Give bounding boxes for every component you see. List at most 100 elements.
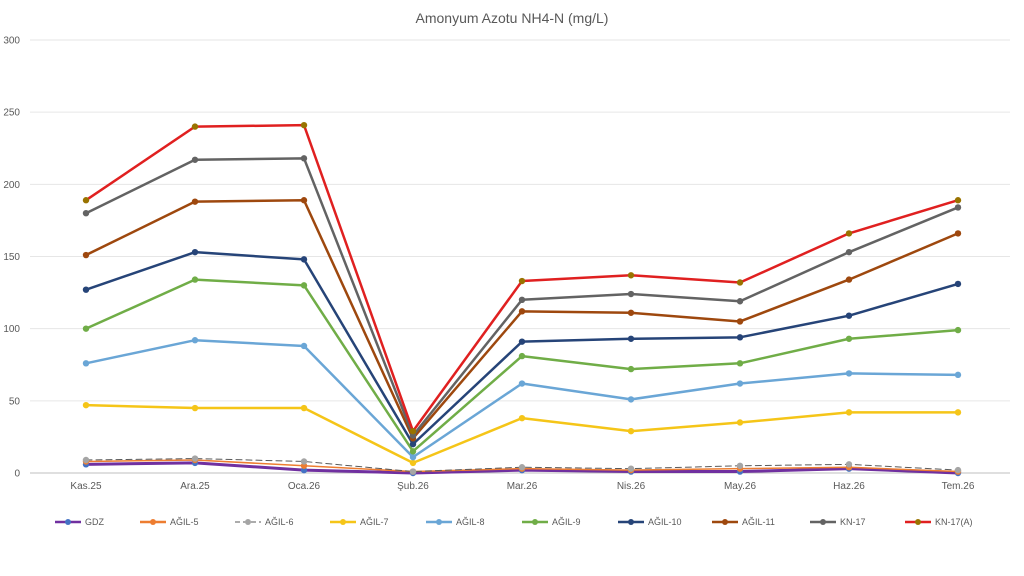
data-point bbox=[300, 404, 308, 412]
data-point bbox=[409, 468, 417, 475]
legend-item: KN-17 bbox=[810, 517, 866, 527]
data-point bbox=[845, 230, 853, 237]
data-point bbox=[954, 230, 962, 237]
data-point bbox=[409, 459, 417, 467]
data-point bbox=[736, 419, 744, 426]
legend-label: KN-17 bbox=[840, 517, 866, 527]
legend-item: AĞIL-6 bbox=[235, 517, 294, 527]
legend-swatch-marker bbox=[628, 519, 634, 525]
data-point bbox=[954, 371, 962, 379]
data-point bbox=[518, 380, 526, 387]
y-tick-label: 250 bbox=[3, 108, 20, 119]
data-point bbox=[845, 248, 853, 256]
data-point bbox=[627, 335, 635, 342]
data-point bbox=[409, 453, 417, 461]
data-point bbox=[736, 318, 744, 325]
data-point bbox=[191, 276, 199, 283]
legend-swatch-marker bbox=[150, 519, 156, 525]
legend-label: AĞIL-8 bbox=[456, 517, 485, 527]
data-point bbox=[518, 296, 526, 303]
data-point bbox=[82, 210, 90, 217]
legend-swatch-marker bbox=[65, 519, 71, 525]
data-point bbox=[82, 197, 90, 204]
data-point bbox=[954, 409, 962, 416]
legend-item: KN-17(A) bbox=[905, 517, 973, 527]
data-point bbox=[736, 334, 744, 341]
data-point bbox=[300, 155, 308, 162]
data-point bbox=[627, 427, 635, 435]
data-point bbox=[518, 338, 526, 345]
data-point bbox=[409, 427, 417, 435]
data-point bbox=[191, 123, 199, 130]
legend-item: AĞIL-9 bbox=[522, 517, 581, 527]
legend-swatch-marker bbox=[820, 519, 826, 525]
data-point bbox=[736, 279, 744, 286]
legend-item: AĞIL-10 bbox=[618, 517, 682, 527]
data-point bbox=[518, 308, 526, 315]
data-point bbox=[300, 342, 308, 350]
data-point bbox=[300, 197, 308, 204]
chart-title: Amonyum Azotu NH4-N (mg/L) bbox=[416, 10, 609, 26]
data-point bbox=[518, 277, 526, 285]
data-point bbox=[627, 309, 635, 316]
data-point bbox=[191, 156, 199, 163]
legend: GDZ AĞIL-5 AĞIL-6 AĞIL-7 AĞIL-8 AĞIL-9 AĞIL-10… bbox=[55, 517, 973, 527]
x-tick-label: Haz.26 bbox=[833, 481, 865, 492]
data-point bbox=[191, 455, 199, 462]
data-point bbox=[627, 365, 635, 373]
data-point bbox=[954, 204, 962, 211]
x-tick-label: Şub.26 bbox=[397, 481, 429, 492]
legend-label: AĞIL-6 bbox=[265, 517, 294, 527]
legend-item: AĞIL-8 bbox=[426, 517, 485, 527]
data-point bbox=[191, 337, 199, 344]
data-point bbox=[954, 466, 962, 474]
series-markers bbox=[82, 121, 962, 477]
data-point bbox=[627, 272, 635, 279]
legend-label: AĞIL-11 bbox=[742, 517, 775, 527]
x-tick-label: Oca.26 bbox=[288, 481, 321, 492]
legend-label: AĞIL-10 bbox=[648, 517, 682, 527]
data-point bbox=[82, 286, 90, 293]
data-point bbox=[845, 335, 853, 342]
y-tick-label: 300 bbox=[3, 36, 20, 47]
x-tick-label: Kas.25 bbox=[70, 481, 102, 492]
legend-label: GDZ bbox=[85, 517, 105, 527]
data-point bbox=[82, 456, 90, 464]
data-point bbox=[82, 401, 90, 409]
data-point bbox=[300, 282, 308, 289]
data-point bbox=[736, 462, 744, 469]
data-point bbox=[191, 198, 199, 205]
legend-swatch-marker bbox=[532, 519, 538, 525]
legend-label: KN-17(A) bbox=[935, 517, 973, 527]
data-point bbox=[518, 414, 526, 422]
legend-swatch-marker bbox=[436, 519, 442, 525]
legend-item: AĞIL-11 bbox=[712, 517, 775, 527]
legend-label: AĞIL-7 bbox=[360, 517, 389, 527]
data-point bbox=[300, 121, 308, 129]
series-line bbox=[84, 403, 960, 465]
data-point bbox=[736, 360, 744, 367]
data-point bbox=[954, 326, 962, 334]
legend-swatch-marker bbox=[245, 519, 251, 525]
data-point bbox=[627, 396, 635, 403]
data-point bbox=[845, 409, 853, 416]
data-point bbox=[845, 312, 853, 319]
data-point bbox=[518, 352, 526, 360]
y-axis-ticks: 0 50 100 150 200 250 300 bbox=[3, 36, 20, 480]
data-point bbox=[627, 290, 635, 298]
legend-swatch-marker bbox=[915, 519, 921, 525]
data-point bbox=[736, 380, 744, 387]
y-tick-label: 0 bbox=[14, 469, 20, 480]
gridlines bbox=[30, 39, 1010, 474]
data-point bbox=[409, 448, 417, 455]
legend-swatch-marker bbox=[340, 519, 346, 525]
data-point bbox=[82, 360, 90, 367]
data-point bbox=[954, 197, 962, 204]
series-line bbox=[84, 278, 960, 453]
data-point bbox=[191, 248, 199, 256]
data-point bbox=[954, 280, 962, 288]
data-point bbox=[300, 256, 308, 263]
legend-label: AĞIL-9 bbox=[552, 517, 581, 527]
data-point bbox=[409, 440, 417, 448]
